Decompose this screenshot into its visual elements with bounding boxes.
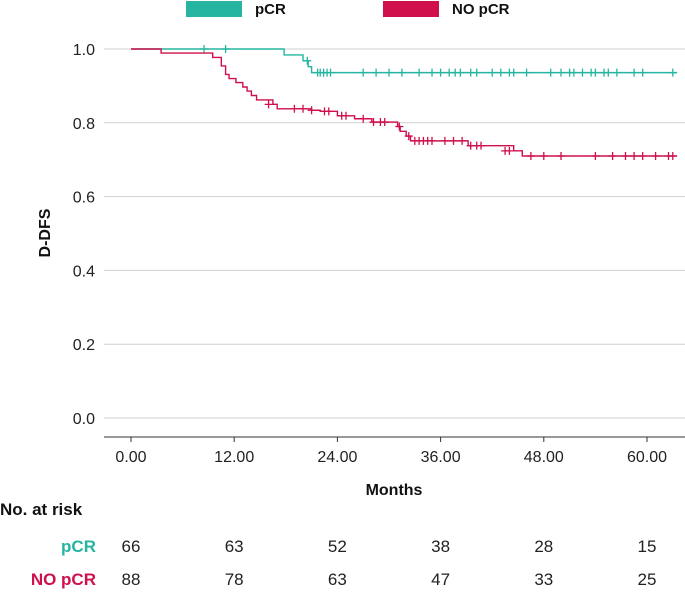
risk-count: 33 [534, 570, 554, 589]
survival-curves [131, 45, 678, 161]
legend-swatch-no-pcr [383, 1, 439, 17]
y-tick-label: 0.8 [73, 116, 95, 133]
x-tick-label: 24.00 [317, 449, 357, 466]
censor-mark-no-pcr [668, 152, 677, 161]
risk-table-title: No. at risk [0, 500, 83, 519]
censor-mark-pcr [496, 68, 505, 77]
x-axis-label: Months [366, 482, 423, 499]
x-tick-label: 48.00 [524, 449, 564, 466]
y-tick-label: 0.2 [73, 337, 95, 354]
censor-mark-no-pcr [458, 136, 467, 145]
censor-mark-no-pcr [526, 152, 535, 161]
censor-mark-pcr [612, 68, 621, 77]
censor-mark-pcr [385, 68, 393, 77]
risk-count: 28 [534, 537, 554, 556]
censor-mark-pcr [200, 45, 209, 53]
x-tick-label: 12.00 [214, 449, 254, 466]
censor-mark-pcr [591, 68, 600, 77]
censor-mark-pcr [397, 68, 406, 77]
legend-swatch-pcr [186, 1, 242, 17]
censor-mark-no-pcr [608, 152, 617, 161]
survival-line-no-pcr [131, 48, 678, 157]
risk-count: 52 [327, 537, 347, 556]
legend-label-no-pcr: NO pCR [452, 1, 510, 18]
censor-mark-pcr [472, 68, 481, 77]
censor-mark-pcr [488, 68, 497, 77]
censor-mark-pcr [578, 68, 587, 77]
censor-mark-no-pcr [299, 104, 307, 113]
risk-count: 63 [327, 570, 347, 589]
censor-mark-no-pcr [505, 146, 514, 155]
censor-mark-no-pcr [440, 136, 449, 145]
censor-mark-no-pcr [324, 107, 333, 116]
censor-mark-pcr [509, 68, 518, 77]
risk-row-label: pCR [61, 537, 96, 556]
y-axis-label: D-DFS [37, 208, 54, 257]
risk-count: 38 [431, 537, 451, 556]
legend-label-pcr: pCR [255, 1, 286, 18]
y-tick-labels: 0.0 0.2 0.4 0.6 0.8 1.0 [73, 42, 95, 428]
y-tick-label: 0.6 [73, 190, 95, 207]
x-tick-label: 0.00 [115, 449, 146, 466]
censor-mark-no-pcr [591, 152, 600, 161]
censor-mark-no-pcr [539, 152, 548, 161]
censor-mark-no-pcr [557, 152, 565, 161]
risk-count: 78 [224, 570, 244, 589]
censor-mark-pcr [569, 68, 578, 77]
censor-mark-pcr [522, 68, 531, 77]
risk-count: 47 [431, 570, 451, 589]
censor-mark-no-pcr [307, 106, 316, 115]
censor-mark-pcr [456, 68, 465, 77]
censor-mark-pcr [326, 68, 335, 77]
risk-count: 25 [637, 570, 657, 589]
censor-mark-no-pcr [621, 152, 630, 161]
risk-count: 63 [224, 537, 244, 556]
censor-mark-pcr [415, 68, 424, 77]
y-tick-label: 0.0 [73, 411, 95, 428]
censor-mark-no-pcr [638, 152, 647, 161]
censor-mark-no-pcr [477, 141, 486, 150]
censor-mark-no-pcr [264, 100, 273, 109]
censor-mark-pcr [557, 68, 565, 77]
censor-mark-pcr [359, 68, 368, 77]
censor-mark-no-pcr [630, 152, 639, 161]
censor-mark-no-pcr [404, 132, 413, 141]
x-tick-labels: 0.00 12.00 24.00 36.00 48.00 60.00 [115, 437, 667, 466]
x-tick-label: 36.00 [421, 449, 461, 466]
censor-mark-pcr [630, 68, 639, 77]
risk-count: 66 [121, 537, 141, 556]
legend: pCR NO pCR [186, 1, 510, 18]
censor-mark-pcr [436, 68, 445, 77]
censor-mark-pcr [372, 68, 381, 77]
censor-mark-no-pcr [651, 152, 660, 161]
censor-mark-no-pcr [380, 118, 389, 127]
y-tick-label: 0.4 [73, 263, 95, 280]
km-chart: pCR NO pCR 0.0 0.2 0.4 0.6 0.8 1.0 0.00 12.00 2… [37, 1, 685, 499]
censor-mark-pcr [303, 56, 312, 65]
censor-mark-no-pcr [369, 118, 378, 127]
censor-mark-no-pcr [395, 122, 404, 131]
censor-mark-no-pcr [449, 136, 458, 145]
risk-count: 15 [637, 537, 657, 556]
censor-mark-pcr [668, 68, 677, 77]
censor-mark-no-pcr [428, 136, 436, 145]
censor-mark-no-pcr [342, 111, 350, 120]
censor-mark-no-pcr [290, 104, 299, 113]
y-tick-label: 1.0 [73, 42, 95, 59]
risk-count: 88 [121, 570, 141, 589]
x-tick-label: 60.00 [627, 449, 667, 466]
censor-mark-pcr [604, 68, 613, 77]
censor-mark-pcr [638, 68, 647, 77]
censor-mark-no-pcr [359, 114, 368, 123]
censor-mark-pcr [221, 45, 230, 53]
censor-mark-pcr [428, 68, 436, 77]
gridlines [104, 48, 685, 419]
risk-row-label: NO pCR [30, 570, 96, 589]
censor-mark-pcr [546, 68, 555, 77]
